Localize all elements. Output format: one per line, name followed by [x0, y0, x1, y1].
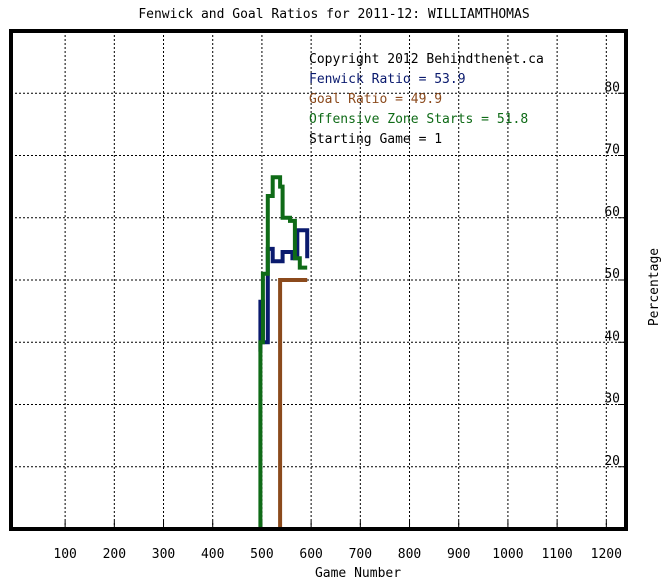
series-line-offensive-zone-starts	[258, 175, 308, 529]
x-tick-label: 1100	[541, 547, 572, 562]
x-tick-label: 1000	[492, 547, 523, 562]
y-tick-label: 40	[604, 329, 620, 344]
info-legend: Copyright 2012 Behindthenet.ca Fenwick Ra…	[309, 52, 544, 147]
chart-title: Fenwick and Goal Ratios for 2011-12: WIL…	[138, 7, 529, 22]
x-tick-label: 400	[201, 547, 224, 562]
y-tick-label: 60	[604, 205, 620, 220]
y-tick-label: 50	[604, 267, 620, 282]
x-tick-label: 300	[152, 547, 175, 562]
x-axis-label: Game Number	[315, 566, 401, 580]
x-axis-tick-labels: 100 200 300 400 500 600 700 800 900 1000 1100 1200	[53, 547, 622, 562]
x-tick-label: 900	[447, 547, 470, 562]
series-line-goal-ratio	[278, 278, 308, 529]
x-tick-label: 700	[349, 547, 372, 562]
series-layer	[258, 175, 310, 529]
info-line-1: Fenwick Ratio = 53.9	[309, 72, 466, 87]
y-tick-label: 70	[604, 143, 620, 158]
info-line-3: Offensive Zone Starts = 51.8	[309, 112, 528, 127]
y-tick-label: 20	[604, 454, 620, 469]
x-tick-label: 600	[299, 547, 322, 562]
info-line-4: Starting Game = 1	[309, 132, 442, 147]
y-axis-label: Percentage	[647, 248, 662, 326]
y-tick-label: 80	[604, 80, 620, 95]
x-tick-label: 200	[103, 547, 126, 562]
info-line-0: Copyright 2012 Behindthenet.ca	[309, 52, 544, 67]
x-tick-label: 800	[398, 547, 421, 562]
y-axis-tick-labels: 20 30 40 50 60 70 80	[604, 80, 620, 469]
plot-frame	[9, 29, 628, 531]
info-line-2: Goal Ratio = 49.9	[309, 92, 442, 107]
x-tick-label: 100	[53, 547, 76, 562]
y-tick-label: 30	[604, 392, 620, 407]
x-tick-label: 500	[250, 547, 273, 562]
x-tick-label: 1200	[591, 547, 622, 562]
